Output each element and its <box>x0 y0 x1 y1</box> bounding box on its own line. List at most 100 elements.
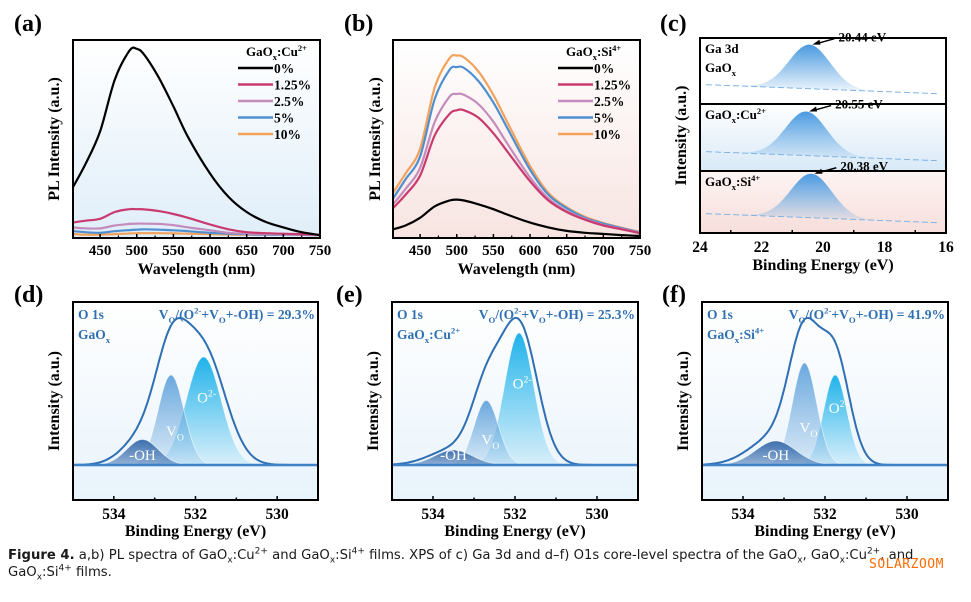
x-tick-label: 500 <box>126 243 149 259</box>
watermark: SOLARZOOM <box>869 557 944 572</box>
x-tick-label: 450 <box>409 243 432 259</box>
x-tick-label: 700 <box>592 243 615 259</box>
legend-entry: 0% <box>594 61 614 76</box>
x-tick-label: 700 <box>272 243 295 259</box>
x-tick-label: 530 <box>585 506 609 523</box>
panel-label-b: (b) <box>344 11 373 37</box>
y-axis-label: PL Intensity (a.u.) <box>46 77 63 201</box>
component-label: O2- <box>197 388 216 406</box>
y-axis-label: Intensity (a.u.) <box>673 85 690 185</box>
component-label: O2- <box>829 399 848 417</box>
x-tick-label: 530 <box>266 506 290 523</box>
spectrum-label: GaOx <box>78 327 111 345</box>
legend-entry: 10% <box>594 127 621 142</box>
panel-b-pl-si: 450 500 550 600 650 700 750 Wavelength (nm) PL I… <box>367 39 652 278</box>
ga3d-baseline <box>706 151 937 162</box>
arrow-head-icon <box>812 39 821 45</box>
x-tick-label: 650 <box>555 243 578 259</box>
component-label: -OH <box>440 448 467 464</box>
subplot-label: GaOx:Si4+ <box>705 173 760 192</box>
ga3d-subplot: 20.38 eV GaOx:Si4+ <box>699 159 947 234</box>
spectrum-label: O 1s <box>397 307 423 322</box>
x-tick-label: 24 <box>692 239 708 256</box>
ga3d-baseline <box>706 213 937 224</box>
subplot-label: GaOx:Cu2+ <box>705 106 766 125</box>
x-tick-label: 20 <box>815 239 831 256</box>
x-tick-label: 450 <box>89 243 112 259</box>
x-tick-label: 534 <box>731 506 755 523</box>
panel-a-pl-cu: 450 500 550 600 650 700 750 Wavelength (nm) PL I… <box>46 39 332 278</box>
ga3d-peak-fill <box>706 44 937 94</box>
legend-entry: 2.5% <box>594 94 624 109</box>
ga3d-baseline <box>706 84 937 95</box>
plot-frame <box>392 39 641 239</box>
series-line-125 <box>392 108 641 235</box>
plot-background <box>702 302 948 500</box>
x-tick-label: 16 <box>938 239 954 256</box>
component-label: VO <box>800 420 818 440</box>
vacancy-ratio-annotation: VO/(O2-+VO+-OH) = 29.3% <box>159 306 315 325</box>
spectrum-label: O 1s <box>707 307 733 322</box>
component-label: -OH <box>129 448 156 464</box>
legend-entry: 5% <box>274 111 294 126</box>
x-tick-label: 650 <box>235 243 258 259</box>
panel-label-a: (a) <box>14 11 42 37</box>
series-line-125 <box>72 207 321 236</box>
subplot-frame <box>699 170 947 234</box>
figure-caption: Figure 4. a,b) PL spectra of GaOx:Cu2+ a… <box>8 546 963 583</box>
component-label: -OH <box>762 448 789 464</box>
x-tick-label: 750 <box>629 243 652 259</box>
panel-label-d: (d) <box>14 282 43 308</box>
x-tick-label: 550 <box>482 243 505 259</box>
series-line-0 <box>392 198 641 238</box>
x-tick-label: 600 <box>199 243 222 259</box>
series-line-0 <box>72 46 321 237</box>
component-label: VO <box>166 424 184 444</box>
legend-entry: 0% <box>274 61 294 76</box>
x-tick-label: 550 <box>162 243 185 259</box>
ga3d-peak-fill <box>706 111 937 161</box>
panel-label-c: (c) <box>660 11 687 37</box>
x-tick-label: 530 <box>895 506 919 523</box>
x-tick-label: 750 <box>309 243 332 259</box>
y-axis-label: Intensity (a.u.) <box>365 351 382 451</box>
ga3d-peak-fill <box>706 173 937 223</box>
x-tick-label: 600 <box>519 243 542 259</box>
subplot-label: GaOx <box>705 60 737 78</box>
arrow-head-icon <box>809 106 818 112</box>
legend: GaOx:Si4+0% 1.25%2.5% 5%10% <box>558 43 631 142</box>
legend-entry: 2.5% <box>274 94 304 109</box>
x-axis-label: Binding Energy (eV) <box>444 523 585 540</box>
x-tick-label: 22 <box>754 239 770 256</box>
legend-title: GaOx:Si4+ <box>566 43 621 62</box>
x-axis-label: Wavelength (nm) <box>138 261 256 278</box>
spectrum-label: GaOx:Si4+ <box>707 326 764 345</box>
caption-label: Figure 4. <box>8 548 75 563</box>
x-tick-label: 532 <box>503 506 527 523</box>
legend: GaOx:Cu2+0% 1.25%2.5% 5%10% <box>238 43 311 142</box>
x-tick-label: 532 <box>184 506 208 523</box>
caption-text: a,b) PL spectra of GaOx:Cu2+ and GaOx:Si… <box>8 546 914 583</box>
vacancy-ratio-annotation: VO/(O2-+VO+-OH) = 25.3% <box>479 306 635 325</box>
legend-title: GaOx:Cu2+ <box>246 43 307 62</box>
x-tick-label: 18 <box>877 239 893 256</box>
x-tick-label: 532 <box>813 506 837 523</box>
spectrum-label: GaOx:Cu2+ <box>397 326 460 345</box>
component-label: O2- <box>513 374 532 392</box>
plot-background <box>73 40 320 238</box>
subplot-label: Ga 3d <box>705 41 739 56</box>
x-axis-label: Binding Energy (eV) <box>754 523 895 540</box>
x-tick-label: 500 <box>446 243 469 259</box>
vacancy-ratio-annotation: VO/(O2-+VO+-OH) = 41.9% <box>789 306 945 325</box>
legend-entry: 1.25% <box>274 78 311 93</box>
x-tick-label: 534 <box>102 506 126 523</box>
x-axis-label: Binding Energy (eV) <box>752 257 893 274</box>
x-axis-label: Binding Energy (eV) <box>125 523 266 540</box>
y-axis-label: Intensity (a.u.) <box>675 351 692 451</box>
